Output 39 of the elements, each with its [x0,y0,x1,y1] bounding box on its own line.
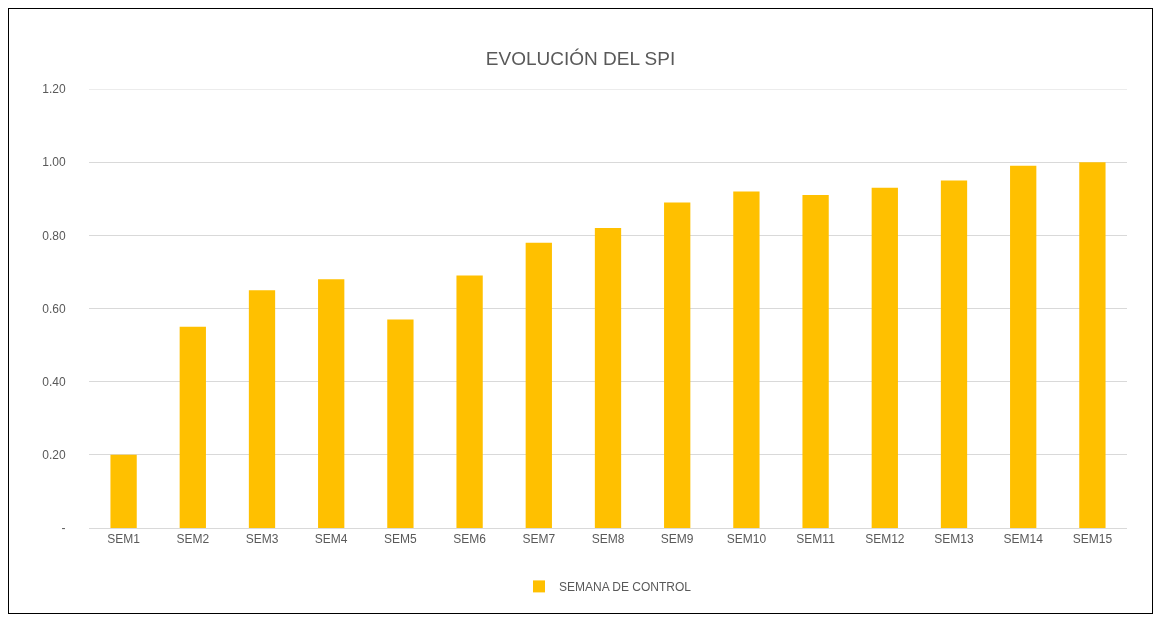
y-tick-label: 0.80 [42,228,66,243]
x-tick-label: SEM14 [1003,532,1044,547]
bar [318,279,345,528]
bar [525,242,552,528]
chart-title: EVOLUCIÓN DEL SPI [485,47,676,69]
y-tick-label: 0.60 [42,301,66,316]
x-tick-label: SEM7 [522,532,556,547]
x-tick-label: SEM13 [934,532,974,547]
bar [1079,162,1106,528]
x-tick-label: SEM8 [591,532,625,547]
x-tick-label: SEM9 [660,532,694,547]
bar [179,326,206,528]
x-tick-label: SEM1 [107,532,141,547]
bar [871,187,898,528]
bar [456,275,483,528]
bar [1010,165,1037,528]
y-tick-label: 0.40 [42,374,66,389]
y-tick-label: - [61,521,66,536]
y-tick-label: 1.00 [42,155,66,170]
x-tick-label: SEM15 [1072,532,1113,547]
bar [110,454,137,528]
bar [664,202,691,528]
y-tick-label: 1.20 [42,82,66,97]
x-tick-label: SEM10 [726,532,767,547]
x-tick-label: SEM3 [245,532,279,547]
legend-label: SEMANA DE CONTROL [559,580,692,595]
bar [940,180,968,528]
x-tick-label: SEM12 [865,532,905,547]
bar [733,191,760,528]
bar [594,228,622,528]
x-tick-label: SEM2 [176,532,210,547]
x-tick-label: SEM11 [796,532,836,547]
y-tick-label: 0.20 [42,448,66,463]
bar [387,319,414,528]
x-tick-label: SEM6 [453,532,487,547]
bar [802,195,829,528]
x-tick-label: SEM4 [314,532,348,547]
x-tick-label: SEM5 [384,532,418,547]
bar [248,290,276,528]
